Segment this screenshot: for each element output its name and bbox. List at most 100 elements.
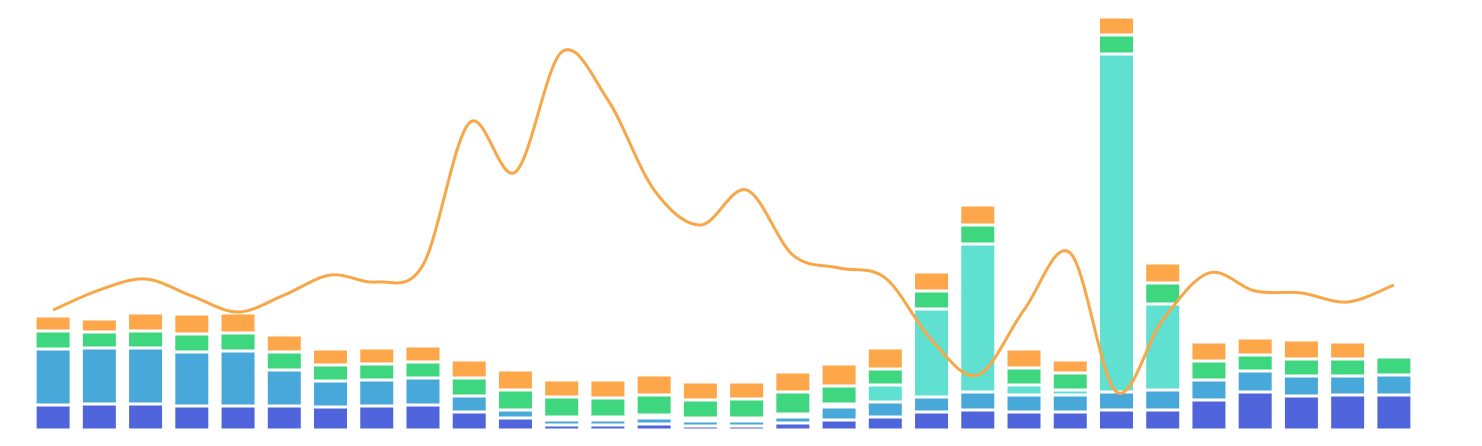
bar-segment	[1374, 393, 1414, 432]
bar-segment	[79, 317, 119, 334]
bar-segment	[495, 368, 535, 392]
bar-segment	[958, 408, 998, 432]
bar-segment	[1235, 336, 1275, 357]
bar-segment	[1096, 52, 1136, 394]
bar-segment	[680, 380, 720, 402]
bar-segment	[79, 330, 119, 350]
bar-segment	[1050, 393, 1090, 414]
bar-segment	[172, 350, 212, 408]
bar-segment	[1235, 353, 1275, 373]
bar-segment	[865, 400, 905, 419]
bar-segment	[819, 405, 859, 422]
bar-segment	[172, 404, 212, 432]
bar-segment	[449, 394, 489, 414]
bar-segment	[311, 379, 351, 409]
bar-segment	[773, 370, 813, 394]
bar-segment	[912, 395, 952, 414]
bar-segment	[912, 410, 952, 432]
bar-segment	[1096, 408, 1136, 432]
bar-segment	[1328, 393, 1368, 432]
bar-segment	[1281, 357, 1321, 378]
bar-segment	[1189, 398, 1229, 432]
bar-segment	[1004, 366, 1044, 387]
bar-segment	[172, 312, 212, 336]
bar-segment	[1235, 369, 1275, 394]
bar-segment	[33, 403, 73, 432]
bar-segment	[1328, 374, 1368, 397]
bar-segment	[1096, 15, 1136, 37]
bar-segment	[403, 403, 443, 432]
bar-segment	[126, 329, 166, 350]
bar-segment	[819, 362, 859, 388]
bar-segment	[218, 404, 258, 432]
bar-segment	[449, 376, 489, 398]
bar-segment	[1281, 338, 1321, 361]
bar-segment	[311, 405, 351, 432]
bar-segment	[588, 378, 628, 400]
bar-segment	[218, 331, 258, 353]
bar-segment	[1143, 281, 1183, 306]
bar-segment	[1004, 393, 1044, 414]
bar-segment	[819, 384, 859, 406]
bar-segment	[218, 349, 258, 408]
bar-segment	[1050, 410, 1090, 432]
bar-segment	[1004, 410, 1044, 432]
bar-segment	[1374, 355, 1414, 377]
bar-segment	[958, 242, 998, 394]
bar-segment	[403, 360, 443, 380]
bar-segment	[126, 402, 166, 432]
bar-segment	[357, 362, 397, 382]
bar-segment	[680, 398, 720, 420]
bar-segment	[495, 388, 535, 412]
bar-segment	[357, 404, 397, 432]
bar-segment	[1281, 374, 1321, 398]
bar-segment	[1096, 390, 1136, 412]
bar-segment	[264, 350, 304, 372]
bar-segment	[865, 383, 905, 404]
bar-segment	[357, 346, 397, 366]
bar-segment	[1143, 302, 1183, 392]
bar-segment	[865, 346, 905, 371]
bar-segment	[172, 332, 212, 354]
bar-segment	[449, 358, 489, 380]
bar-segment	[1143, 388, 1183, 412]
bar-segment	[33, 314, 73, 333]
bar-segment	[1050, 358, 1090, 375]
bar-segment	[1004, 347, 1044, 370]
bar-segment	[33, 347, 73, 407]
bar-segment	[542, 395, 582, 419]
bar-segment	[1281, 394, 1321, 432]
bar-segment	[264, 368, 304, 408]
bar-segment	[865, 415, 905, 432]
bar-segment	[1050, 371, 1090, 392]
bar-segment	[958, 223, 998, 246]
bar-segment	[264, 333, 304, 354]
bar-segment	[727, 397, 767, 420]
bar-segment	[218, 311, 258, 335]
bar-segment	[403, 376, 443, 407]
bar-segment	[1143, 261, 1183, 285]
bar-segment	[912, 270, 952, 293]
bar-segment	[126, 346, 166, 406]
bar-segment	[1328, 340, 1368, 361]
bar-segment	[773, 390, 813, 416]
bar-segment	[264, 404, 304, 432]
bar-segment	[311, 363, 351, 383]
bar-segment	[1096, 33, 1136, 56]
bar-segment	[495, 416, 535, 432]
bar-segment	[1374, 373, 1414, 397]
bar-segment	[727, 380, 767, 401]
bar-segment	[79, 346, 119, 406]
bar-segment	[403, 344, 443, 364]
bar-segment	[357, 378, 397, 408]
bar-segment	[958, 203, 998, 227]
bar-segment	[865, 367, 905, 387]
bar-segment	[588, 396, 628, 419]
bar-segment	[542, 378, 582, 399]
bar-segment	[126, 311, 166, 333]
bar-segment	[634, 393, 674, 417]
bar-segment	[79, 402, 119, 432]
bar-segment	[958, 390, 998, 412]
bar-segment	[311, 347, 351, 367]
